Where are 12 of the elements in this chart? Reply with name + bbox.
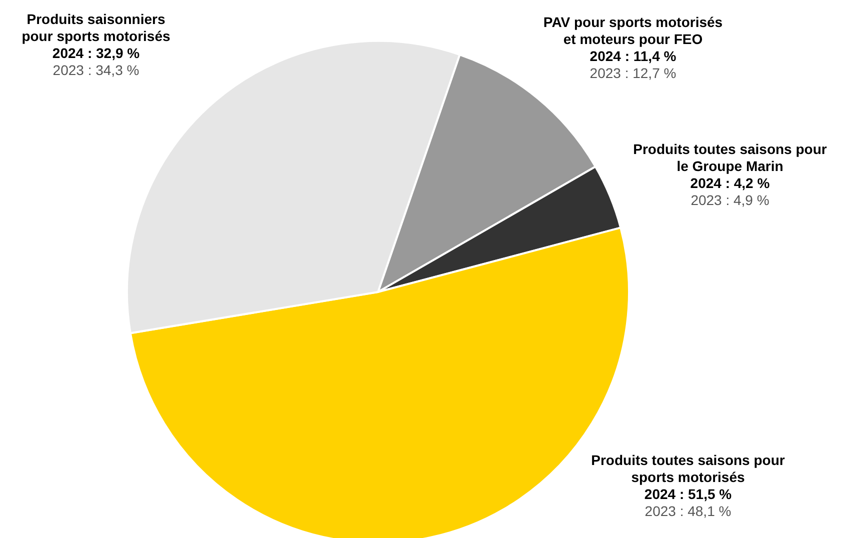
text: 2023 : 48,1 % (644, 503, 732, 520)
slice-label: Produits saisonniers pour sports motorisés (20, 11, 172, 45)
slice-label: Produits toutes saisons pour sports motorisés (590, 452, 786, 486)
data-label: 2024 : 4,2 % (689, 175, 771, 192)
data-label: 2024 : 11,4 % (588, 48, 678, 65)
slice-label: Produits toutes saisons pour le Groupe Marin (632, 141, 828, 175)
data-label: 2024 : 51,5 % (643, 486, 733, 503)
text: 2023 : 12,7 % (588, 65, 678, 82)
slice-label: PAV pour sports motorisés et moteurs pour FEO (542, 14, 724, 48)
text: 2023 : 34,3 % (52, 62, 140, 79)
data-label: 2024 : 32,9 % (51, 45, 141, 62)
text: 2023 : 4,9 % (690, 192, 770, 209)
